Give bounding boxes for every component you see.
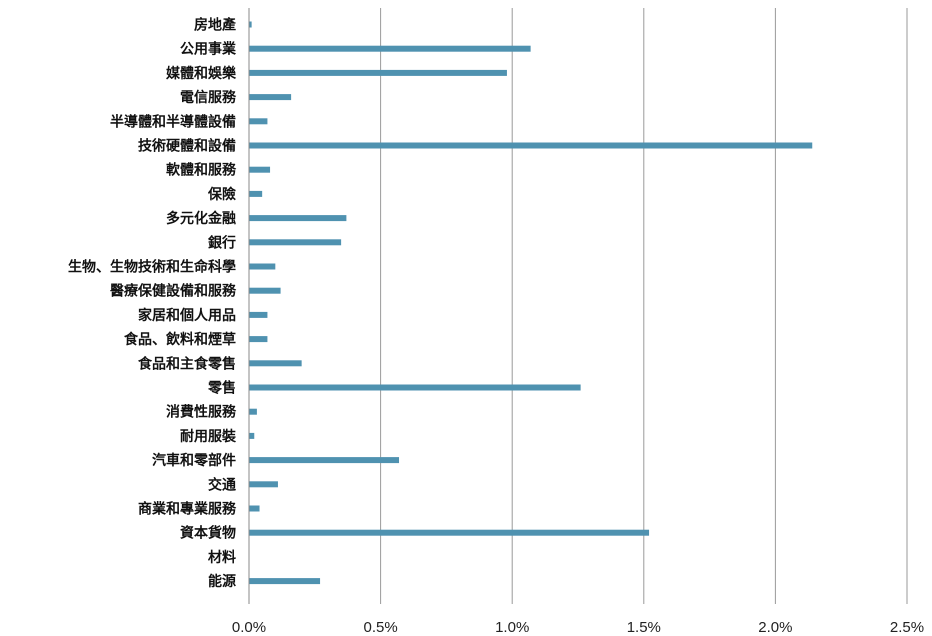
bar: [249, 239, 342, 246]
bar: [249, 360, 302, 367]
category-label: 食品和主食零售: [138, 355, 236, 372]
category-label: 公用事業: [180, 41, 237, 58]
category-label: 交通: [208, 476, 236, 493]
bar: [249, 578, 321, 585]
x-tick-label: 0.5%: [363, 619, 397, 636]
x-tick-label: 1.5%: [627, 619, 661, 636]
bar: [249, 311, 268, 318]
bar: [249, 481, 278, 488]
bar: [249, 142, 813, 149]
category-label: 零售: [207, 380, 236, 397]
category-label: 半導體和半導體設備: [110, 113, 236, 130]
category-label: 材料: [208, 549, 236, 566]
bar: [249, 384, 581, 391]
category-labels: 房地產公用事業媒體和娛樂電信服務半導體和半導體設備技術硬體和設備軟體和服務保險多…: [68, 17, 237, 591]
category-label: 醫療保健設備和服務: [110, 283, 237, 300]
x-tick-labels: 0.0% 0.5% 1.0% 1.5% 2.0% 2.5%: [232, 619, 924, 636]
bars: [249, 21, 813, 585]
category-label: 商業和專業服務: [138, 501, 237, 518]
category-label: 能源: [208, 573, 236, 590]
x-tick-label: 1.0%: [495, 619, 529, 636]
category-label: 電信服務: [180, 89, 237, 106]
bar: [249, 408, 257, 415]
category-label: 資本貨物: [180, 525, 236, 542]
bar: [249, 505, 260, 512]
category-label: 家居和個人用品: [138, 307, 236, 324]
bar: [249, 529, 650, 536]
x-tick-label: 2.0%: [758, 619, 792, 636]
bar: [249, 215, 347, 222]
bar: [249, 336, 268, 343]
category-label: 銀行: [208, 234, 236, 251]
gridlines: [380, 8, 908, 604]
category-label: 房地產: [194, 17, 236, 34]
category-label: 技術硬體和設備: [138, 138, 236, 155]
category-label: 多元化金融: [166, 210, 236, 227]
category-label: 生物、生物技術和生命科學: [68, 259, 236, 276]
bar: [249, 166, 271, 173]
category-label: 耐用服裝: [180, 428, 237, 445]
bar: [249, 69, 507, 76]
category-label: 軟體和服務: [166, 162, 237, 179]
x-tick-label: 0.0%: [232, 619, 266, 636]
category-label: 媒體和娛樂: [165, 65, 237, 82]
bar: [249, 118, 268, 125]
category-label: 消費性服務: [166, 404, 237, 421]
bar: [249, 190, 263, 197]
bar: [249, 432, 255, 439]
bar: [249, 21, 252, 28]
bar: [249, 45, 531, 52]
bar: [249, 287, 281, 294]
bar: [249, 94, 292, 101]
category-label: 保險: [207, 186, 236, 203]
bar: [249, 457, 400, 464]
bar: [249, 263, 276, 270]
category-label: 汽車和零部件: [152, 452, 236, 469]
x-tick-label: 2.5%: [890, 619, 924, 636]
category-label: 食品、飲料和煙草: [124, 331, 236, 348]
